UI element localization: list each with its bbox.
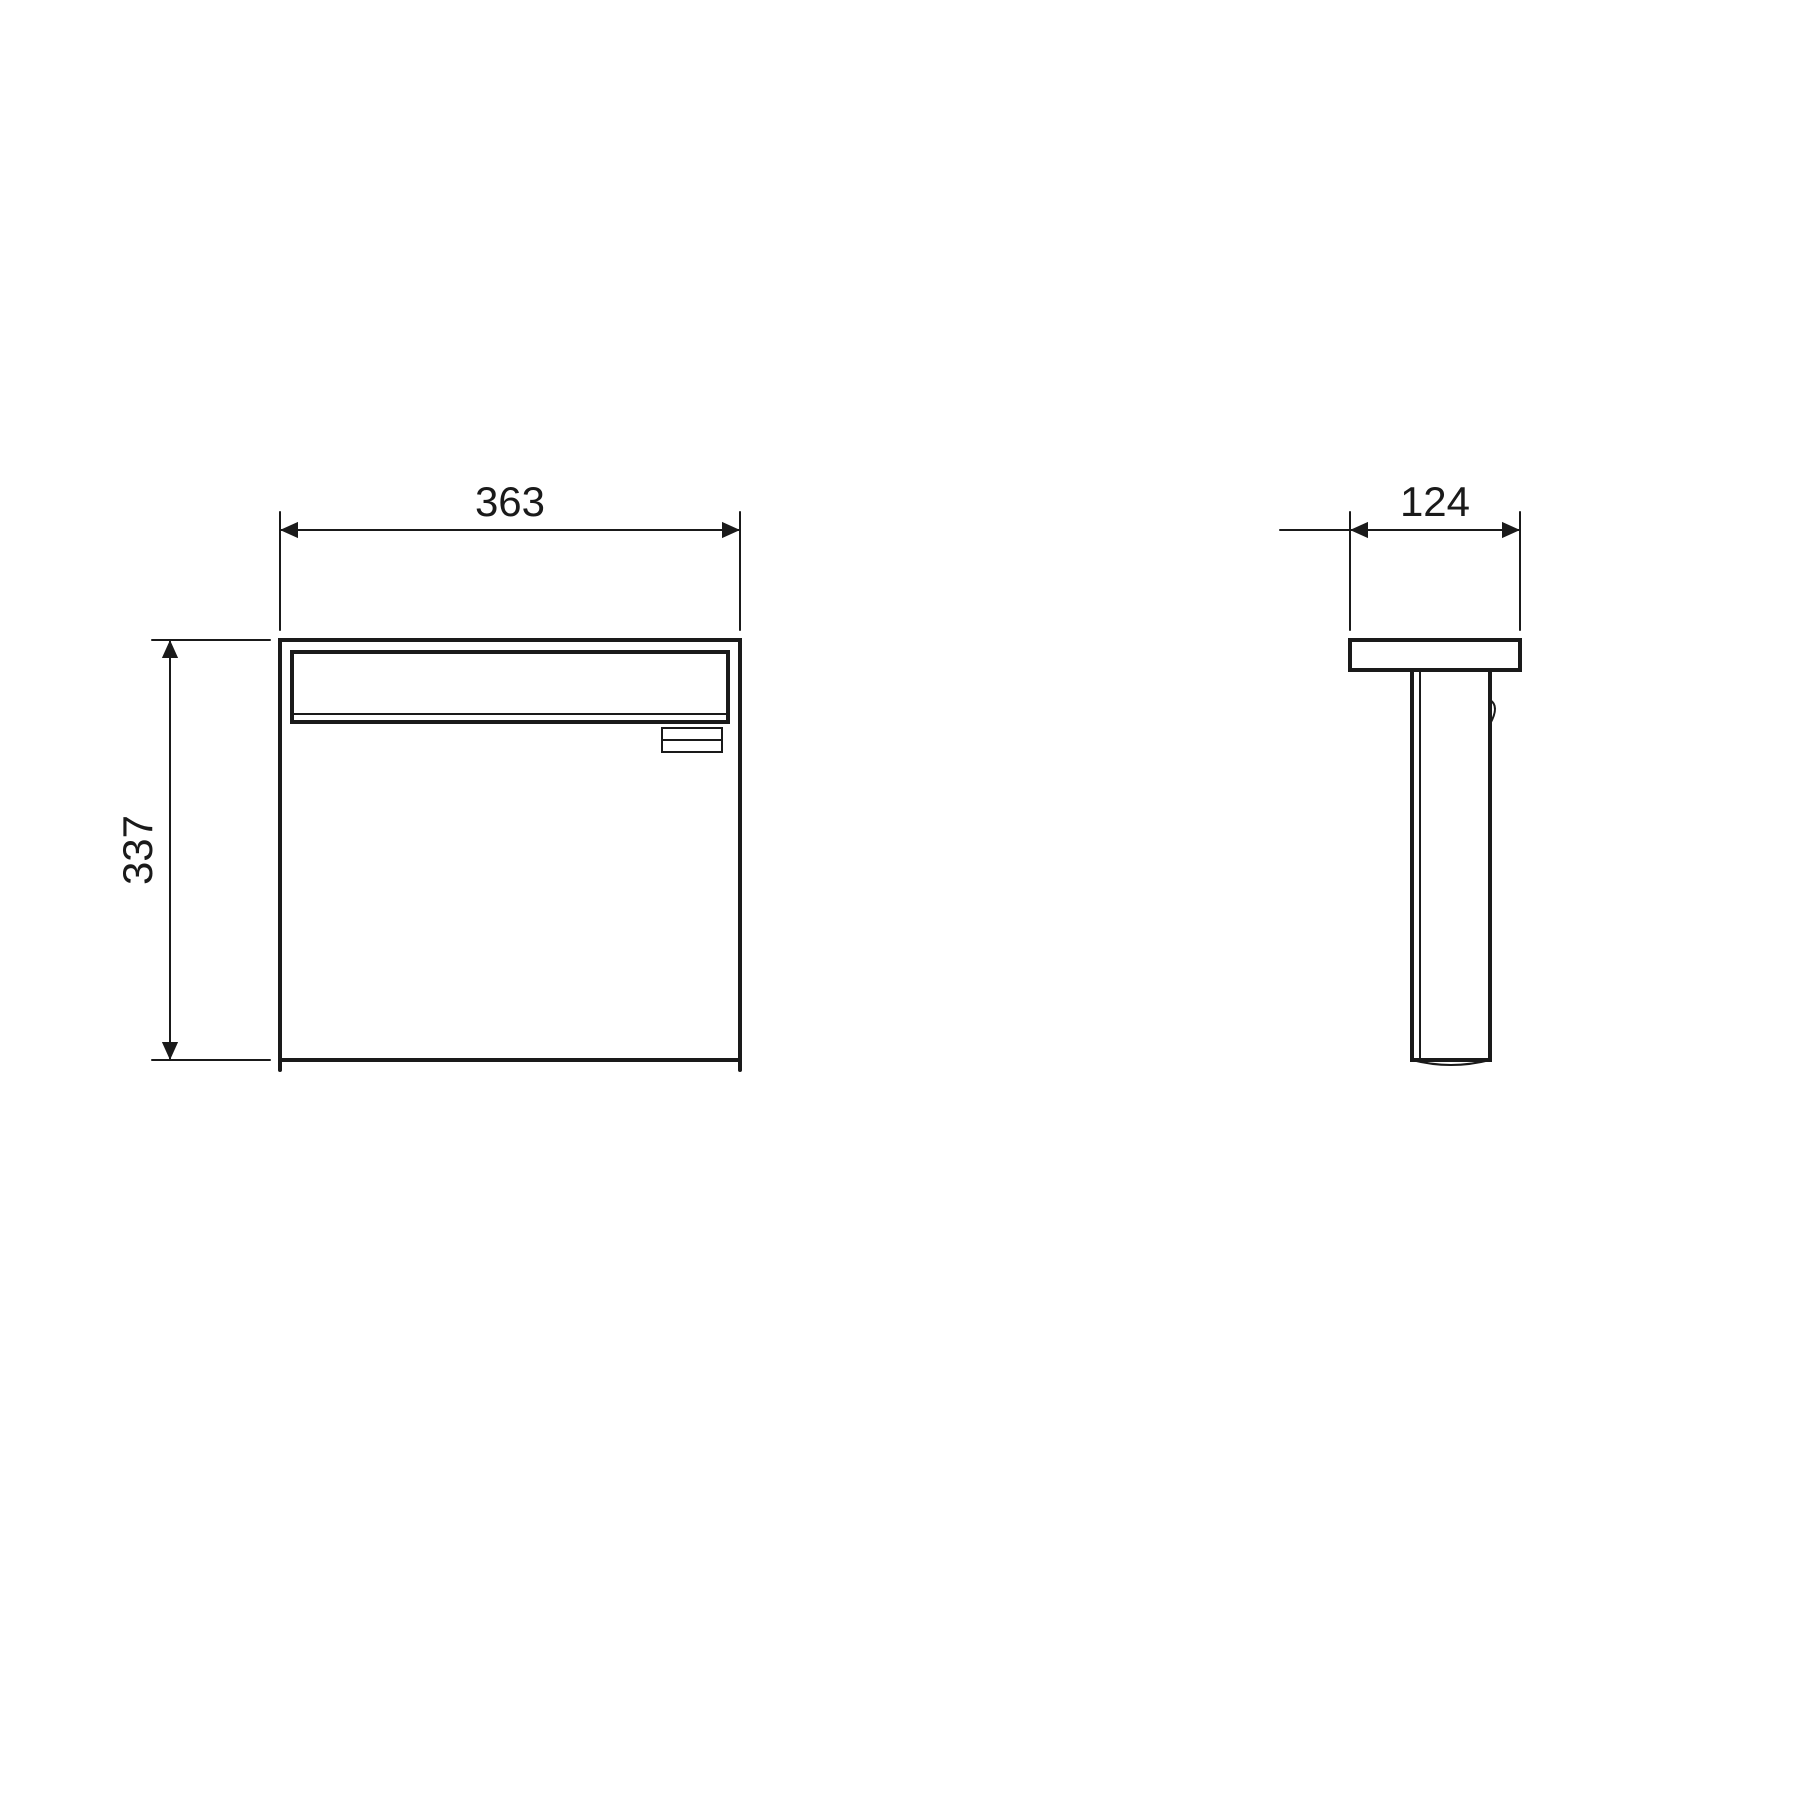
side-view bbox=[1350, 640, 1520, 1065]
dim-height: 337 bbox=[114, 815, 161, 885]
front-view bbox=[280, 640, 740, 1070]
technical-drawing: 363 337 124 bbox=[0, 0, 1800, 1800]
dim-width: 363 bbox=[475, 478, 545, 525]
dim-depth: 124 bbox=[1400, 478, 1470, 525]
